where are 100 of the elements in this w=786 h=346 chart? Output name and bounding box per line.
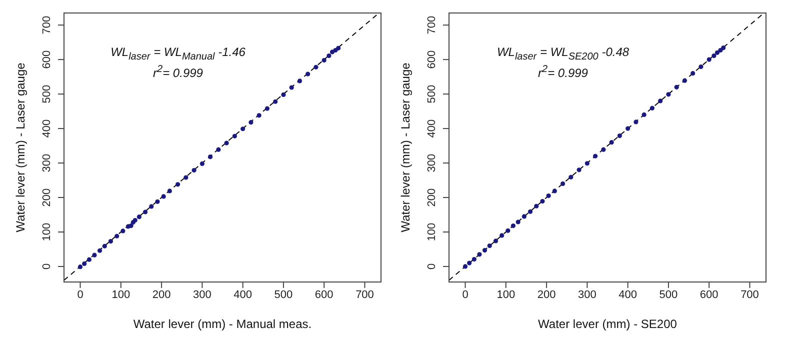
point [273,99,278,104]
point [706,57,712,62]
x-tick-label: 300 [193,288,212,301]
point [467,260,472,266]
point [336,46,341,50]
point [256,113,262,118]
y-tick-label: 700 [41,16,53,34]
point [184,175,188,180]
point [528,209,533,214]
point [326,53,332,58]
annotation: r$^{2}$= 0.999 [537,63,589,80]
x-tick-label: 600 [700,288,718,301]
point [560,181,566,186]
point [264,106,270,111]
x-tick-label: 0 [77,288,84,301]
x-tick-label: 400 [618,288,637,301]
point [698,64,704,70]
annotation: r$^{2}$= 0.999 [152,63,204,80]
point [642,112,646,118]
x-tick-label: 500 [659,288,678,301]
point [510,223,516,228]
y-tick-label: 500 [426,84,438,104]
point [322,58,326,63]
point [167,188,172,194]
x-tick-label: 100 [112,288,130,301]
point [500,233,504,238]
point [114,234,120,238]
point [584,161,590,166]
point [482,248,488,253]
point [487,243,492,248]
x-tick-label: 700 [356,288,374,301]
point [721,46,726,50]
point [506,228,510,233]
point [120,228,126,234]
y-tick-label: 0 [426,263,438,270]
point [714,50,720,55]
point [136,214,142,220]
x-tick-label: 500 [274,288,293,301]
point [232,134,237,138]
y-tick-label: 300 [41,154,53,172]
point [682,78,688,83]
y-tick-label: 200 [426,188,438,207]
point [92,252,97,258]
point [650,106,655,110]
y-tick-label: 600 [426,50,438,69]
point [601,147,606,152]
point [161,194,166,199]
x-tick-label: 0 [462,288,468,301]
point [540,199,545,204]
point [289,85,294,90]
point [472,256,476,262]
point [593,154,598,158]
point [609,140,614,145]
x-tick-label: 200 [537,288,556,301]
point [477,252,482,257]
point [128,223,134,228]
x-axis-title: Water lever (mm) - SE200 [538,317,678,331]
x-tick-label: 200 [152,288,171,301]
point [534,204,539,208]
y-axis-title: Water lever (mm) - Laser gauge [13,62,28,232]
point [297,78,302,84]
point [634,120,638,124]
y-tick-label: 500 [41,84,53,104]
point [281,92,286,98]
point [86,257,92,262]
y-tick-label: 100 [41,222,53,242]
y-tick-label: 300 [426,154,438,172]
point [248,120,254,125]
point [192,168,196,173]
y-tick-label: 400 [426,119,438,138]
point [132,218,138,223]
point [78,264,83,270]
point [306,72,310,76]
point [493,238,498,244]
x-tick-label: 400 [234,288,252,301]
x-tick-label: 700 [740,288,759,301]
point [576,168,582,172]
point [617,133,622,138]
point [216,147,221,152]
y-tick-label: 0 [41,263,53,270]
y-tick-label: 600 [41,50,53,69]
annotation: WL$_{laser}$ = WL$_{SE200}$ -0.48 [496,45,630,64]
y-tick-label: 100 [426,222,438,242]
point [666,92,671,97]
x-tick-label: 300 [578,288,596,301]
point [224,140,229,146]
point [102,244,107,248]
point [674,84,679,90]
point [462,264,468,269]
point [82,261,87,266]
y-tick-label: 200 [41,188,53,207]
point [97,248,102,253]
point [175,182,180,187]
point [314,64,318,70]
point [149,204,154,209]
point [522,214,526,219]
point [142,210,148,214]
point [712,53,716,58]
y-tick-label: 400 [41,119,53,138]
x-tick-label: 100 [496,288,516,301]
